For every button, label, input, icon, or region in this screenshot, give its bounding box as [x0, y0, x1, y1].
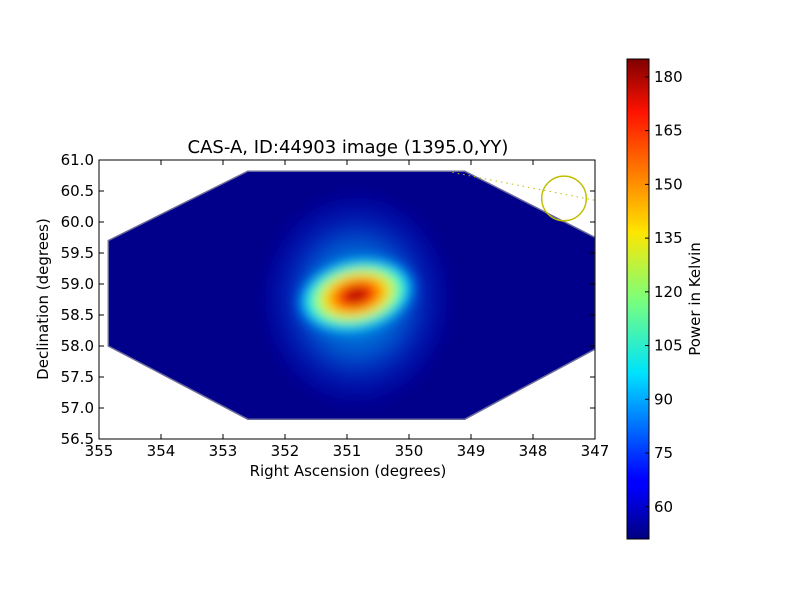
x-axis-label: Right Ascension (degrees) — [250, 462, 447, 480]
plot-area: 355 354 353 352 351 350 349 348 347 56.5 57.0 57.5… — [61, 151, 610, 460]
y-axis-ticks: 56.5 57.0 57.5 58.0 58.5 59.0 59.5 60.0 60.5 61.0 — [61, 151, 595, 448]
y-tick-label: 58.5 — [61, 306, 94, 324]
x-tick-label: 353 — [209, 442, 238, 460]
colorbar-gradient — [626, 58, 650, 540]
y-tick-label: 59.0 — [61, 275, 94, 293]
colorbar: 60 75 90 105 120 135 150 165 180 Power in Kelvin — [626, 58, 704, 540]
colorbar-tick-label: 120 — [654, 283, 683, 301]
source-core — [292, 250, 420, 341]
colorbar-tick-label: 105 — [654, 337, 683, 355]
y-tick-label: 60.0 — [61, 213, 94, 231]
beam-circle — [540, 175, 588, 222]
beam-indicator-line — [452, 171, 595, 201]
y-tick-label: 60.5 — [61, 182, 94, 200]
colorbar-ticks: 60 75 90 105 120 135 150 165 180 — [645, 68, 683, 516]
x-tick-label: 347 — [581, 442, 610, 460]
x-tick-label: 352 — [271, 442, 300, 460]
y-tick-label: 57.0 — [61, 399, 94, 417]
chart-title: CAS-A, ID:44903 image (1395.0,YY) — [188, 137, 509, 158]
x-tick-label: 355 — [85, 442, 114, 460]
y-tick-label: 56.5 — [61, 430, 94, 448]
y-tick-label: 57.5 — [61, 368, 94, 386]
x-axis-ticks: 355 354 353 352 351 350 349 348 347 — [85, 160, 610, 460]
colorbar-label: Power in Kelvin — [686, 242, 704, 356]
x-tick-label: 350 — [395, 442, 424, 460]
x-tick-label: 354 — [147, 442, 176, 460]
y-tick-label: 58.0 — [61, 337, 94, 355]
colorbar-tick-label: 150 — [654, 175, 683, 193]
colorbar-tick-label: 135 — [654, 229, 683, 247]
colorbar-tick-label: 60 — [654, 498, 673, 516]
y-tick-label: 61.0 — [61, 151, 94, 169]
x-tick-label: 349 — [457, 442, 486, 460]
colorbar-tick-label: 165 — [654, 122, 683, 140]
source-emission — [255, 185, 458, 413]
y-axis-label: Declination (degrees) — [34, 218, 52, 380]
colorbar-tick-label: 180 — [654, 68, 683, 86]
x-tick-label: 348 — [519, 442, 548, 460]
x-tick-label: 351 — [333, 442, 362, 460]
y-tick-label: 59.5 — [61, 244, 94, 262]
colorbar-tick-label: 90 — [654, 390, 673, 408]
colorbar-tick-label: 75 — [654, 444, 673, 462]
